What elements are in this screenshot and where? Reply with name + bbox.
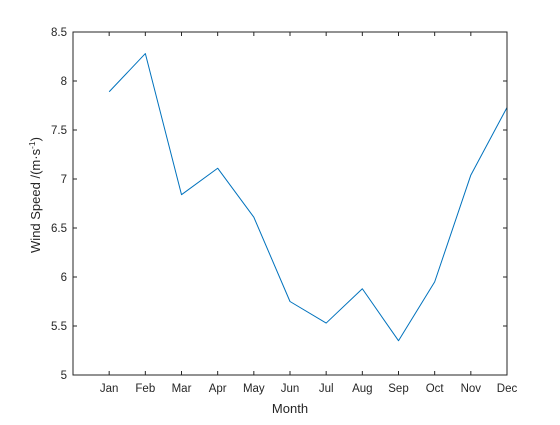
series-line (108, 53, 508, 342)
y-tick-label: 5.5 (51, 321, 67, 333)
series-lines (108, 53, 508, 342)
y-axis-label-main: Wind Speed /(m·s (28, 148, 43, 253)
x-tick-label: Jun (281, 383, 300, 395)
x-tick-label: Mar (172, 383, 192, 395)
x-tick-label: Jul (319, 383, 334, 395)
y-axis-label: Wind Speed /(m·s-1) (27, 137, 43, 253)
plot-area-background (73, 32, 507, 375)
x-tick-label: Dec (497, 383, 518, 395)
y-tick-label: 7 (61, 174, 67, 186)
y-tick-label: 6.5 (51, 223, 67, 235)
x-tick-labels: Jan Feb Mar Apr May Jun Jul Aug Sep Oct Nov Dec (100, 383, 518, 395)
y-tick-label: 6 (61, 272, 67, 284)
x-tick-label: Sep (388, 383, 408, 395)
x-axis-label: Month (272, 401, 308, 416)
x-tick-label: Jan (100, 383, 119, 395)
x-tick-label: Feb (135, 383, 155, 395)
y-tick-label: 7.5 (51, 125, 67, 137)
y-axis-label-superscript: -1 (27, 141, 37, 149)
y-tick-label: 8.5 (51, 27, 67, 39)
x-tick-label: Apr (209, 383, 227, 395)
x-tick-label: Aug (352, 383, 372, 395)
y-tick-labels: 5 5.5 6 6.5 7 7.5 8 8.5 (51, 27, 67, 382)
axes-box (72, 31, 508, 376)
y-axis-label-close: ) (28, 137, 43, 141)
x-tick-label: May (243, 383, 265, 395)
x-tick-label: Nov (461, 383, 482, 395)
y-tick-label: 5 (61, 370, 67, 382)
y-tick-label: 8 (61, 76, 67, 88)
x-tick-label: Oct (426, 383, 445, 395)
